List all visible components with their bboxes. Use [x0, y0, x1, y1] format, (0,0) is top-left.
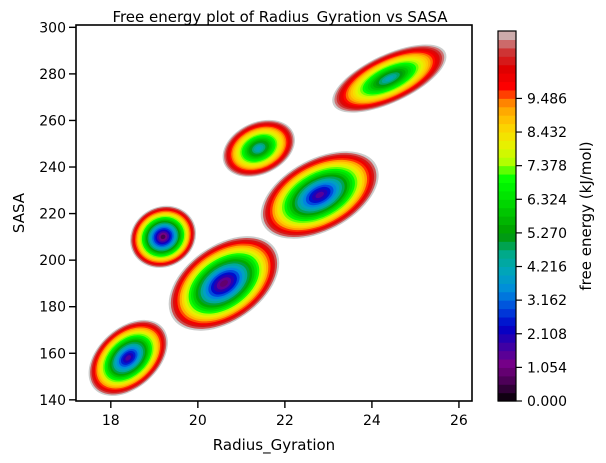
- colorbar-band: [498, 131, 516, 141]
- energy-contour: [385, 76, 394, 82]
- colorbar-band: [498, 316, 516, 326]
- y-tick-label: 180: [39, 300, 66, 316]
- energy-contour: [125, 355, 132, 361]
- colorbar-band: [498, 190, 516, 200]
- colorbar-band: [498, 64, 516, 74]
- colorbar-band: [498, 325, 516, 335]
- colorbar-band: [498, 199, 516, 209]
- colorbar-band: [498, 207, 516, 217]
- x-tick-label: 20: [189, 413, 207, 429]
- x-tick-label: 22: [276, 413, 294, 429]
- colorbar-ticks: 0.000 1.054 2.108 3.162 4.216 5.270 6.324 7.378…: [516, 91, 567, 410]
- energy-contour: [256, 146, 262, 151]
- colorbar-frame: [497, 30, 517, 402]
- colorbar-band: [498, 224, 516, 234]
- y-tick-label: 200: [39, 253, 66, 269]
- colorbar-band: [498, 249, 516, 259]
- colorbar-band: [498, 31, 516, 41]
- colorbar-band: [498, 274, 516, 284]
- colorbar-band: [498, 98, 516, 108]
- colorbar-band: [498, 123, 516, 133]
- colorbar-band: [498, 106, 516, 116]
- colorbar-band: [498, 392, 516, 402]
- colorbar-band: [498, 350, 516, 360]
- colorbar-tick-label: 1.054: [527, 360, 567, 376]
- colorbar-bands: [498, 31, 516, 402]
- energy-basin: [222, 119, 295, 177]
- energy-contour: [219, 280, 228, 287]
- colorbar-band: [498, 291, 516, 301]
- plot-area: [75, 24, 473, 402]
- colorbar-band: [498, 384, 516, 394]
- energy-contour: [160, 234, 166, 240]
- x-tick-label: 26: [450, 413, 468, 429]
- colorbar-tick-label: 6.324: [527, 192, 567, 208]
- y-axis-ticks: 140 160 180 200 220 240 260 280 300: [39, 20, 76, 409]
- colorbar-band: [498, 333, 516, 343]
- y-tick-label: 140: [39, 393, 66, 409]
- chart-title: Free energy plot of Radius_Gyration vs S…: [112, 8, 448, 27]
- energy-basins: [88, 44, 447, 396]
- y-axis-label: SASA: [10, 192, 28, 233]
- y-tick-label: 220: [39, 207, 66, 223]
- y-tick-label: 160: [39, 346, 66, 362]
- colorbar-band: [498, 56, 516, 66]
- colorbar-band: [498, 375, 516, 385]
- colorbar-band: [498, 358, 516, 368]
- colorbar-band: [498, 283, 516, 293]
- energy-basin: [88, 319, 168, 396]
- colorbar-band: [498, 115, 516, 125]
- colorbar-band: [498, 173, 516, 183]
- colorbar-band: [498, 241, 516, 251]
- x-tick-label: 24: [363, 413, 381, 429]
- energy-basin: [260, 151, 379, 239]
- x-axis-ticks: 18 20 22 24 26: [102, 401, 468, 429]
- x-axis-label: Radius_Gyration: [213, 436, 335, 455]
- x-tick-label: 18: [102, 413, 120, 429]
- colorbar-band: [498, 89, 516, 99]
- colorbar-band: [498, 308, 516, 318]
- colorbar-band: [498, 266, 516, 276]
- colorbar-band: [498, 182, 516, 192]
- colorbar-band: [498, 232, 516, 242]
- energy-basin: [129, 205, 197, 268]
- colorbar-band: [498, 342, 516, 352]
- colorbar-band: [498, 157, 516, 167]
- colorbar-band: [498, 300, 516, 310]
- colorbar-tick-label: 5.270: [527, 226, 567, 242]
- colorbar-band: [498, 39, 516, 49]
- y-tick-label: 280: [39, 67, 66, 83]
- colorbar-tick-label: 2.108: [527, 327, 567, 343]
- energy-basin: [332, 44, 447, 113]
- colorbar-band: [498, 47, 516, 57]
- colorbar-band: [498, 81, 516, 91]
- colorbar-band: [498, 216, 516, 226]
- colorbar-tick-label: 4.216: [527, 260, 567, 276]
- colorbar-tick-label: 0.000: [527, 394, 567, 410]
- colorbar-band: [498, 140, 516, 150]
- colorbar-band: [498, 73, 516, 83]
- y-tick-label: 260: [39, 113, 66, 129]
- colorbar-band: [498, 148, 516, 158]
- colorbar-label: free energy (kJ/mol): [577, 141, 595, 290]
- energy-basin: [168, 236, 280, 331]
- colorbar: 0.000 1.054 2.108 3.162 4.216 5.270 6.324 7.378…: [497, 30, 595, 410]
- colorbar-band: [498, 165, 516, 175]
- colorbar-band: [498, 367, 516, 377]
- colorbar-tick-label: 3.162: [527, 293, 567, 309]
- energy-contour: [315, 191, 324, 199]
- y-tick-label: 300: [39, 20, 66, 36]
- colorbar-tick-label: 9.486: [527, 91, 567, 107]
- colorbar-band: [498, 258, 516, 268]
- colorbar-tick-label: 7.378: [527, 159, 567, 175]
- y-tick-label: 240: [39, 160, 66, 176]
- colorbar-tick-label: 8.432: [527, 125, 567, 141]
